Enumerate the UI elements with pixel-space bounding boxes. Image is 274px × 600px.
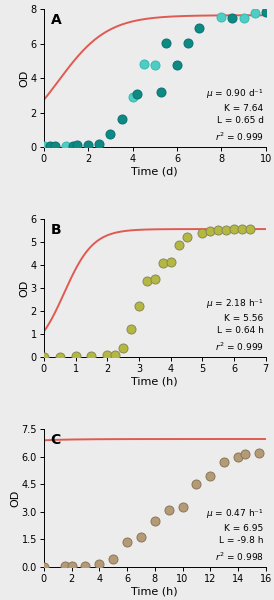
X-axis label: Time (h): Time (h) [132, 587, 178, 597]
Text: B: B [50, 223, 61, 237]
Text: A: A [50, 13, 61, 27]
Text: C: C [50, 433, 61, 447]
Y-axis label: OD: OD [10, 490, 20, 506]
X-axis label: Time (h): Time (h) [132, 377, 178, 387]
Y-axis label: OD: OD [19, 280, 29, 296]
Text: $\mu$ = 2.18 h⁻¹
K = 5.56
L = 0.64 h
$r^2$ = 0.999: $\mu$ = 2.18 h⁻¹ K = 5.56 L = 0.64 h $r^… [206, 298, 264, 353]
Text: $\mu$ = 0.47 h⁻¹
K = 6.95
L = -9.8 h
$r^2$ = 0.998: $\mu$ = 0.47 h⁻¹ K = 6.95 L = -9.8 h $r^… [206, 507, 264, 563]
Y-axis label: OD: OD [19, 70, 29, 86]
Text: $\mu$ = 0.90 d⁻¹
K = 7.64
L = 0.65 d
$r^2$ = 0.999: $\mu$ = 0.90 d⁻¹ K = 7.64 L = 0.65 d $r^… [206, 88, 264, 143]
X-axis label: Time (d): Time (d) [132, 167, 178, 177]
